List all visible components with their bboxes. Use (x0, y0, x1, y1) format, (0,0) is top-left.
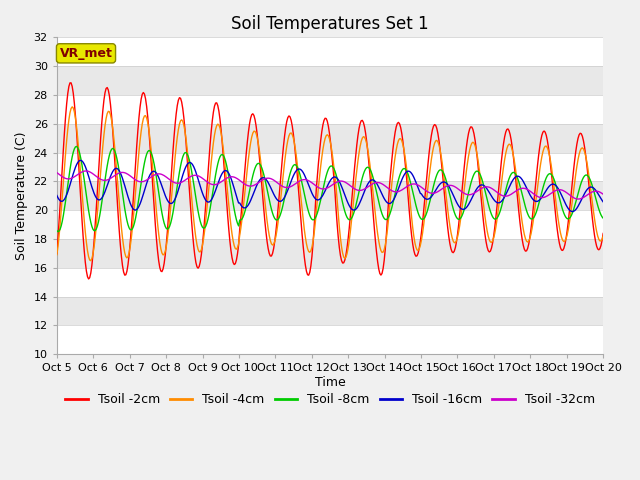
Bar (57, 37, 603, 66)
Legend: Tsoil -2cm, Tsoil -4cm, Tsoil -8cm, Tsoil -16cm, Tsoil -32cm: Tsoil -2cm, Tsoil -4cm, Tsoil -8cm, Tsoi… (60, 388, 600, 411)
Bar (57, 239, 603, 268)
Title: Soil Temperatures Set 1: Soil Temperatures Set 1 (231, 15, 429, 33)
Bar (57, 297, 603, 325)
X-axis label: Time: Time (315, 376, 346, 389)
Bar (57, 325, 603, 354)
Bar (57, 268, 603, 297)
Bar (57, 66, 603, 95)
Bar (57, 210, 603, 239)
Y-axis label: Soil Temperature (C): Soil Temperature (C) (15, 132, 28, 260)
Bar (57, 153, 603, 181)
Text: VR_met: VR_met (60, 47, 113, 60)
Bar (57, 181, 603, 210)
Bar (57, 124, 603, 153)
Bar (57, 95, 603, 124)
